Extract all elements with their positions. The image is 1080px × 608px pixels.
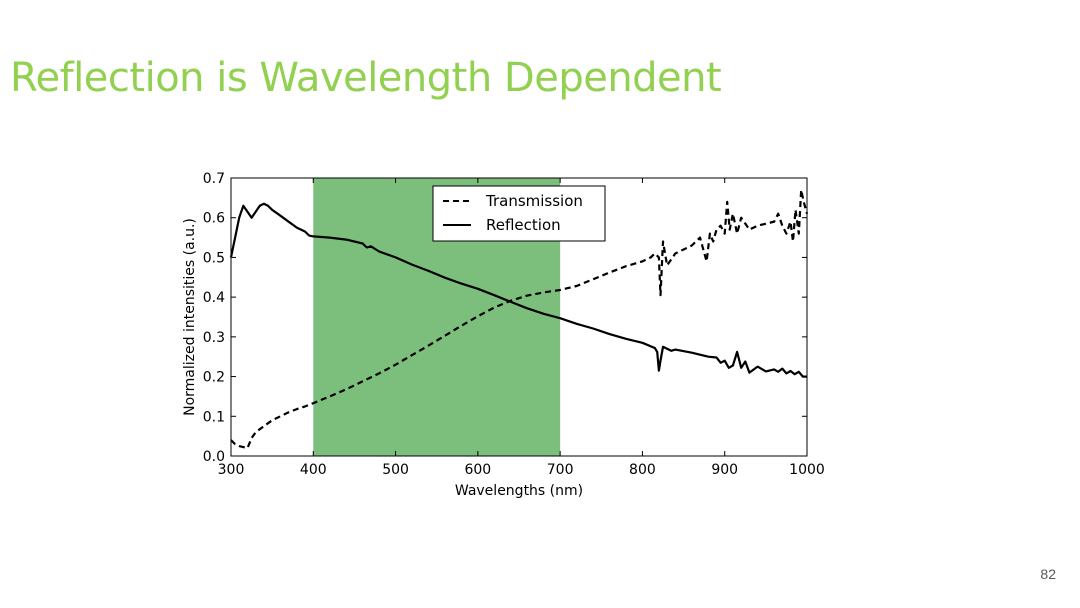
legend-label-transmission: Transmission [485, 192, 583, 210]
x-tick-label: 600 [464, 462, 491, 478]
y-tick-label: 0.7 [203, 171, 225, 187]
x-tick-label: 700 [547, 462, 574, 478]
legend: Transmission Reflection [432, 185, 606, 242]
slide-title: Reflection is Wavelength Dependent [10, 55, 722, 101]
x-tick-label: 900 [711, 462, 738, 478]
plot-frame [230, 177, 808, 457]
legend-box [432, 185, 606, 242]
y-tick-label: 0.5 [203, 250, 225, 266]
legend-label-reflection: Reflection [486, 216, 561, 234]
x-tick-label: 500 [382, 462, 409, 478]
x-tick-label: 300 [218, 462, 245, 478]
y-tick-label: 0.0 [203, 449, 225, 465]
y-tick-label: 0.3 [203, 330, 225, 346]
series-line-transmission [230, 188, 809, 450]
y-axis-label: Normalized intensities (a.u.) [182, 218, 198, 416]
y-tick-label: 0.2 [203, 370, 225, 386]
x-tick-label: 1000 [789, 462, 825, 478]
x-axis-label: Wavelengths (nm) [455, 483, 583, 499]
series-line-reflection [229, 202, 807, 378]
x-tick-label: 400 [300, 462, 327, 478]
x-tick-label: 800 [629, 462, 656, 478]
y-tick-label: 0.4 [203, 290, 225, 306]
page-number: 82 [1040, 566, 1056, 582]
y-tick-label: 0.6 [203, 211, 225, 227]
y-tick-label: 0.1 [203, 409, 225, 425]
